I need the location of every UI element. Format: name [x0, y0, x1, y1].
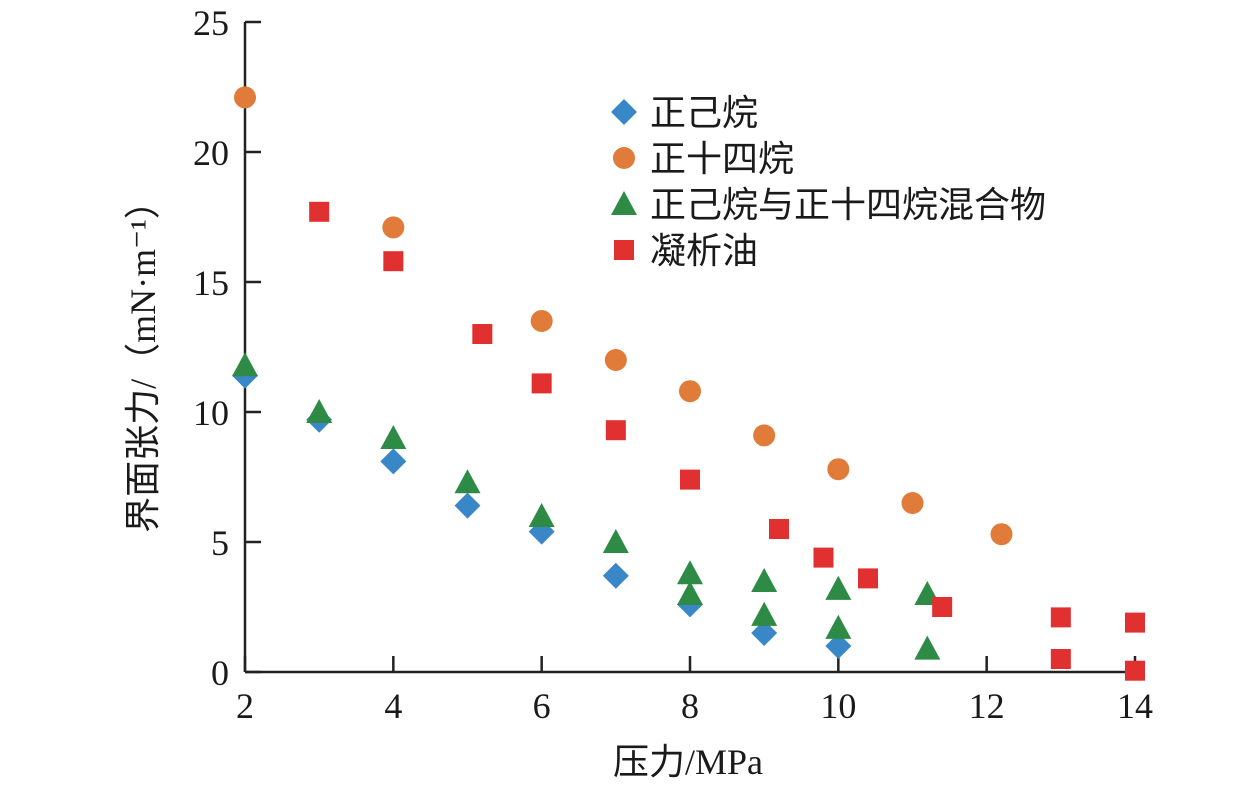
series-2 — [232, 352, 941, 660]
x-tick-label: 6 — [533, 686, 551, 726]
legend-label: 凝析油 — [650, 231, 758, 271]
data-point-square — [1125, 660, 1145, 681]
x-tick-label: 14 — [1117, 686, 1153, 726]
x-tick-label: 12 — [969, 686, 1005, 726]
data-point-square — [1050, 649, 1071, 669]
legend-marker-triangle — [611, 191, 637, 216]
y-tick-label: 25 — [193, 3, 229, 43]
data-point-square — [858, 568, 878, 589]
data-point-triangle — [825, 575, 852, 600]
data-point-triangle — [677, 581, 703, 606]
y-tick-label: 15 — [193, 263, 229, 303]
x-tick-label: 8 — [681, 686, 699, 726]
legend-label: 正十四烷 — [650, 139, 794, 179]
data-point-triangle — [825, 614, 852, 639]
data-point-diamond — [602, 562, 629, 589]
data-point-triangle — [528, 503, 555, 528]
legend-item: 正己烷与正十四烷混合物 — [611, 185, 1046, 225]
data-point-circle — [234, 86, 256, 109]
data-point-circle — [827, 458, 850, 481]
data-point-square — [605, 420, 626, 441]
y-tick-label: 10 — [193, 393, 229, 433]
data-point-square — [309, 201, 330, 222]
series-3 — [309, 201, 1145, 681]
data-point-square — [1125, 612, 1145, 633]
data-point-square — [383, 251, 404, 272]
data-point-circle — [382, 216, 405, 239]
data-point-circle — [753, 424, 776, 447]
data-point-circle — [679, 380, 701, 403]
x-tick-label: 2 — [236, 686, 254, 726]
data-marks — [232, 86, 1145, 681]
legend-item: 凝析油 — [614, 231, 758, 271]
data-point-triangle — [751, 601, 778, 626]
legend-item: 正己烷 — [611, 93, 758, 133]
data-point-square — [1050, 607, 1071, 628]
data-point-circle — [530, 310, 553, 332]
data-point-square — [769, 519, 789, 539]
x-tick-label: 4 — [384, 686, 402, 726]
data-point-diamond — [454, 492, 481, 519]
legend-label: 正己烷与正十四烷混合物 — [650, 185, 1046, 225]
x-tick-label: 10 — [820, 686, 856, 726]
data-point-square — [813, 547, 834, 568]
legend-marker-circle — [613, 147, 635, 169]
y-tick-label: 5 — [211, 523, 229, 563]
data-point-triangle — [751, 568, 778, 593]
data-point-diamond — [825, 633, 852, 659]
data-point-circle — [990, 523, 1013, 546]
data-point-square — [932, 597, 953, 617]
data-point-triangle — [677, 560, 703, 585]
data-point-triangle — [602, 529, 629, 554]
data-point-circle — [901, 492, 924, 514]
x-axis-label: 压力/MPa — [613, 742, 763, 782]
data-point-triangle — [232, 352, 258, 377]
legend-marker-diamond — [611, 99, 637, 125]
y-tick-label: 0 — [211, 653, 229, 693]
data-point-diamond — [380, 448, 407, 475]
legend-label: 正己烷 — [650, 93, 758, 133]
axes: 0 5 10 15 20 25 2 4 6 8 10 12 14 — [193, 3, 1153, 726]
data-point-triangle — [914, 635, 941, 660]
y-axis-label: 界面张力/（mN·m⁻¹） — [123, 183, 163, 533]
legend-item: 正十四烷 — [613, 139, 794, 179]
data-point-triangle — [306, 399, 333, 424]
data-point-circle — [604, 349, 627, 371]
series-1 — [234, 86, 1013, 546]
data-point-square — [472, 324, 493, 344]
legend-marker-square — [614, 240, 634, 260]
data-point-square — [531, 373, 552, 394]
data-point-square — [680, 469, 700, 490]
data-point-triangle — [380, 425, 407, 450]
data-point-diamond — [751, 620, 778, 646]
y-tick-label: 20 — [193, 133, 229, 173]
data-point-triangle — [454, 469, 481, 494]
